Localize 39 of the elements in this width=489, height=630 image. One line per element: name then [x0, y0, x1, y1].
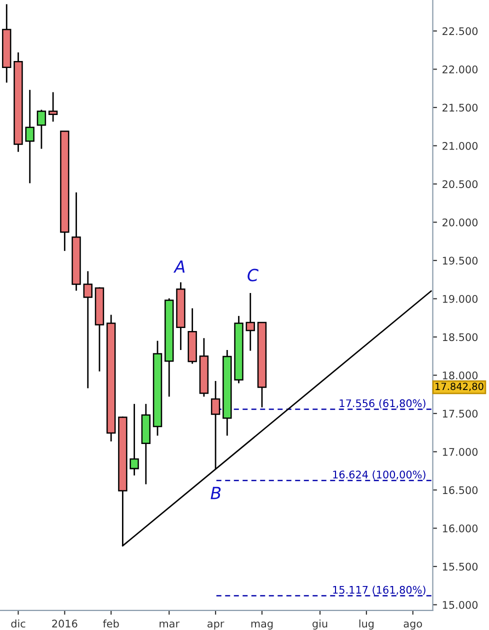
y-tick-label: 20.000 — [442, 218, 478, 226]
annotation: B — [210, 486, 221, 500]
x-tick-label: mar — [160, 622, 180, 628]
x-tick-label: 2016 — [52, 620, 78, 628]
y-tick-label: 21.000 — [442, 142, 478, 150]
y-tick-label: 19.000 — [442, 294, 478, 303]
y-tick-label: 22.000 — [442, 65, 478, 74]
ref-line-label: 16.624 (100,00%) — [333, 470, 426, 480]
candlestick — [48, 91, 58, 122]
y-tick-label: 16.000 — [442, 524, 478, 532]
y-tick-label: 18.000 — [442, 371, 478, 380]
annotation: C — [248, 268, 258, 282]
x-tick-label: mag — [251, 622, 273, 630]
candlestick — [25, 89, 34, 184]
y-tick-label: 17.000 — [442, 448, 478, 456]
x-tick-label: ago — [404, 622, 422, 630]
annotation: A — [173, 260, 185, 273]
x-tick-label: lug — [359, 620, 374, 630]
y-tick-label: 15.000 — [442, 600, 478, 609]
x-tick-label: apr — [208, 622, 224, 630]
ref-line-label: 15.117 (161,80%) — [333, 586, 426, 595]
ref-line-label: 17.556 (61,80%) — [340, 399, 426, 408]
y-tick-label: 15.500 — [442, 562, 478, 571]
candlestick — [246, 292, 255, 352]
y-tick-label: 16.500 — [442, 486, 478, 494]
y-tick-label: 19.500 — [442, 256, 478, 265]
y-tick-label: 18.500 — [442, 333, 478, 342]
y-tick-label: 22.500 — [442, 27, 478, 36]
x-tick-label: giu — [312, 620, 328, 630]
candlestick — [36, 109, 46, 150]
y-tick-label: 21.500 — [442, 104, 478, 112]
text: 17.842,80 — [436, 382, 484, 392]
y-tick-label: 20.500 — [442, 180, 478, 188]
x-tick-label: dic — [11, 620, 26, 628]
candlestick — [130, 403, 139, 476]
x-tick-label: feb — [102, 620, 119, 628]
candlestick — [210, 380, 220, 470]
y-tick-label: 17.500 — [442, 410, 478, 418]
candlestick — [83, 270, 92, 389]
